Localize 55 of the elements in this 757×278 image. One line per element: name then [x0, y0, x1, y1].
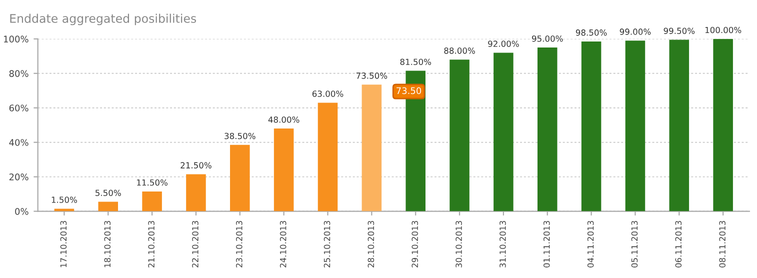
x-tick-label: 24.10.2013	[280, 220, 286, 268]
data-label: 21.50%	[180, 162, 212, 168]
y-tick-label: 100%	[4, 36, 28, 42]
bar	[274, 128, 294, 212]
bar	[713, 38, 733, 212]
y-tick-label: 60%	[9, 104, 28, 112]
data-label: 95.00%	[532, 35, 563, 42]
y-tick-label: 20%	[9, 174, 28, 180]
x-tick-label: 05.11.2013	[631, 220, 638, 268]
data-label: 63.00%	[312, 90, 344, 97]
bar	[669, 40, 690, 212]
data-label: 81.50%	[400, 58, 432, 66]
x-tick-label: 04.11.2013	[587, 220, 594, 268]
x-tick-label: 21.10.2013	[148, 220, 154, 268]
annotation: 73.50	[396, 87, 422, 94]
bar	[581, 42, 602, 212]
data-label: 48.00%	[268, 116, 300, 123]
bar	[186, 174, 206, 212]
x-tick-label: 01.11.2013	[543, 220, 550, 268]
x-tick-label: 25.10.2013	[324, 220, 330, 268]
chart-title: Enddate aggregated posibilities	[10, 14, 196, 26]
bar	[537, 48, 558, 212]
y-tick-label: 40%	[9, 139, 28, 146]
x-tick-label: 28.10.2013	[368, 220, 374, 268]
x-tick-label: 22.10.2013	[192, 220, 198, 268]
data-label: 92.00%	[488, 40, 519, 47]
x-tick-label: 17.10.2013	[60, 220, 67, 268]
bar	[142, 191, 162, 212]
bar	[362, 84, 382, 212]
bar	[494, 52, 514, 212]
data-label: 100.00%	[705, 26, 742, 34]
data-label: 38.50%	[224, 132, 256, 140]
data-label: 88.00%	[444, 48, 475, 54]
x-tick-label: 29.10.2013	[412, 220, 418, 268]
y-tick-label: 80%	[9, 70, 28, 77]
x-tick-label: 18.10.2013	[104, 220, 111, 268]
y-tick-label: 0%	[15, 208, 28, 215]
data-label: 11.50%	[137, 179, 168, 186]
data-label: 98.50%	[576, 29, 607, 36]
bar	[230, 144, 250, 212]
data-label: 1.50%	[52, 196, 77, 203]
data-label: 5.50%	[96, 190, 121, 196]
data-label: 73.50%	[356, 72, 388, 79]
bar	[318, 102, 338, 212]
data-label: 99.50%	[664, 28, 695, 34]
x-tick-label: 08.11.2013	[719, 220, 726, 268]
x-tick-label: 23.10.2013	[236, 220, 242, 268]
bar	[98, 202, 118, 212]
bar	[450, 60, 470, 212]
x-tick-label: 30.10.2013	[456, 220, 462, 268]
data-label: 99.00%	[620, 28, 651, 35]
x-tick-label: 06.11.2013	[675, 220, 682, 268]
bar	[54, 208, 74, 212]
bar	[625, 40, 646, 212]
x-tick-label: 31.10.2013	[500, 220, 506, 268]
